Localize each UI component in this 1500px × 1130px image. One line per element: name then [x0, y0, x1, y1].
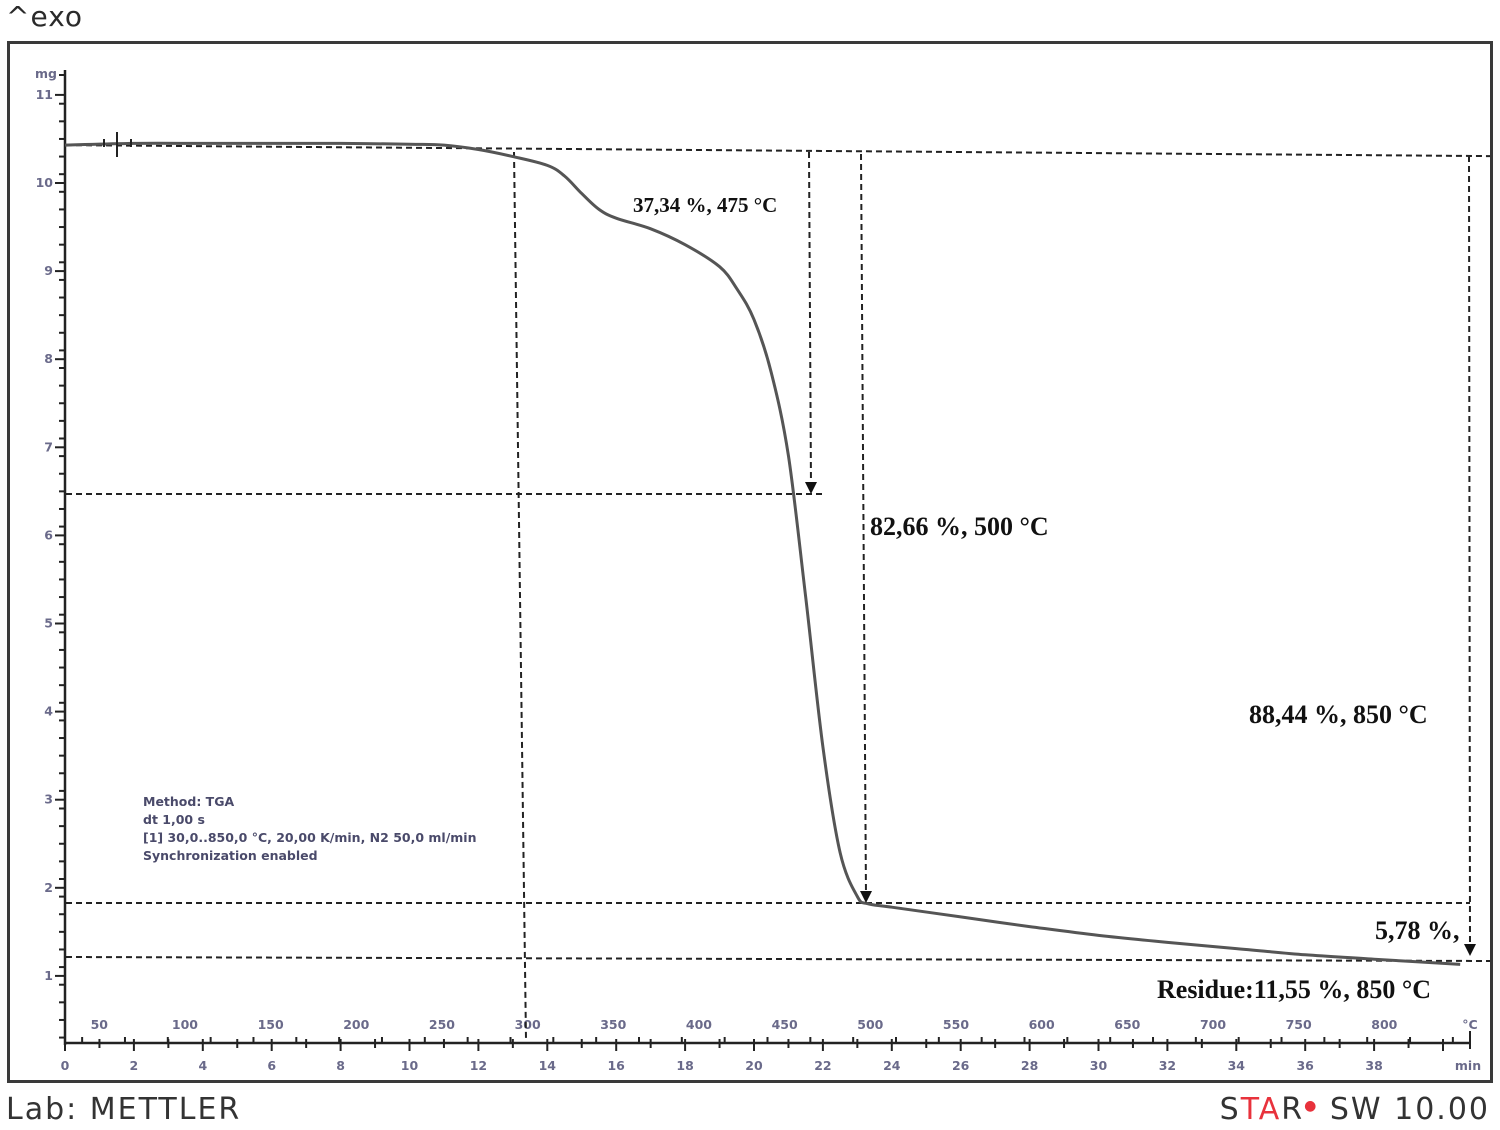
y-tick-label: 6: [44, 527, 53, 542]
x-min-tick-label: 14: [539, 1058, 557, 1073]
brand-r: R: [1281, 1092, 1305, 1127]
x-temp-tick-label: 800: [1371, 1017, 1397, 1032]
x-min-tick-label: 16: [607, 1058, 625, 1073]
y-tick-label: 2: [44, 880, 53, 895]
lab-label: Lab: METTLER: [6, 1092, 242, 1127]
brand-ta: TA: [1240, 1092, 1282, 1127]
x-min-tick-label: 36: [1296, 1058, 1314, 1073]
method-line: [1] 30,0..850,0 °C, 20,00 K/min, N2 50,0…: [143, 830, 477, 845]
y-tick-label: 4: [44, 704, 53, 719]
x-min-tick-label: 8: [336, 1058, 345, 1073]
y-tick-label: 10: [36, 175, 54, 190]
y-tick-label: 7: [44, 439, 53, 454]
x-temp-tick-label: 650: [1114, 1017, 1140, 1032]
x-min-tick-label: 38: [1365, 1058, 1382, 1073]
method-info: Method: TGA dt 1,00 s [1] 30,0..850,0 °C…: [143, 793, 476, 865]
x-temp-tick-label: 450: [772, 1017, 798, 1032]
annotation-residue: Residue:11,55 %, 850 °C: [1157, 975, 1432, 1004]
x-min-tick-label: 32: [1159, 1058, 1176, 1073]
x-temp-tick-label: 300: [515, 1017, 541, 1032]
x-temp-tick-label: 750: [1286, 1017, 1312, 1032]
x-temp-tick-label: 600: [1029, 1017, 1055, 1032]
x-min-tick-label: 26: [952, 1058, 970, 1073]
method-line: Method: TGA: [143, 794, 235, 809]
x-temp-tick-label: 400: [686, 1017, 712, 1032]
plot-frame: [7, 41, 1493, 1083]
x-min-tick-label: 18: [676, 1058, 693, 1073]
x-min-tick-label: 2: [130, 1058, 139, 1073]
tga-mass-line: [64, 141, 1461, 966]
x-min-tick-label: 10: [401, 1058, 419, 1073]
tga-curve: [64, 132, 1461, 966]
x-min-tick-label: 12: [470, 1058, 487, 1073]
annotation-step2: 82,66 %, 500 °C: [870, 512, 1049, 541]
brand-s: S: [1219, 1092, 1241, 1127]
x-temp-tick-label: 350: [600, 1017, 626, 1032]
annotation-step4: 5,78 %,: [1375, 916, 1460, 945]
method-line: dt 1,00 s: [143, 812, 205, 827]
brand-version: SW 10.00: [1318, 1092, 1490, 1127]
x-temp-tick-label: 500: [857, 1017, 883, 1032]
y-tick-label: 11: [36, 87, 53, 102]
y-tick-label: 5: [44, 616, 53, 631]
x-min-tick-label: 34: [1228, 1058, 1246, 1073]
arrow-down-icon: [860, 891, 872, 903]
x-min-tick-label: 30: [1090, 1058, 1108, 1073]
x-min-tick-label: 22: [814, 1058, 831, 1073]
x-min-tick-label: 0: [61, 1058, 70, 1073]
x-temp-tick-label: 200: [343, 1017, 369, 1032]
x-min-unit-label: min: [1455, 1058, 1481, 1073]
y-unit-label: mg: [35, 66, 57, 81]
exo-direction-label: ^exo: [6, 0, 84, 33]
x-min-tick-label: 24: [883, 1058, 901, 1073]
arrow-down-icon: [805, 482, 817, 494]
annotation-step1: 37,34 %, 475 °C: [633, 193, 778, 217]
x-min-tick-label: 4: [198, 1058, 207, 1073]
y-tick-label: 3: [44, 792, 53, 807]
x-temp-unit-label: °C: [1462, 1017, 1477, 1032]
reference-lines: [65, 144, 1491, 1041]
x-min-tick-label: 28: [1021, 1058, 1038, 1073]
x-min-tick-label: 20: [745, 1058, 763, 1073]
y-axis: 1 2 3 4 5 6 7 8 9 10 11 mg: [35, 66, 67, 1045]
registered-mark-icon: ●: [1304, 1098, 1319, 1114]
x-temp-tick-label: 50: [91, 1017, 109, 1032]
x-temp-tick-label: 150: [258, 1017, 284, 1032]
annotation-step3: 88,44 %, 850 °C: [1249, 700, 1428, 729]
x-temp-tick-label: 100: [172, 1017, 198, 1032]
x-temp-tick-label: 700: [1200, 1017, 1226, 1032]
method-line: Synchronization enabled: [143, 848, 318, 863]
step-arrows: [805, 482, 1476, 956]
y-tick-label: 1: [44, 968, 53, 983]
y-tick-label: 9: [44, 263, 53, 278]
y-tick-label: 8: [44, 351, 53, 366]
arrow-down-icon: [1464, 944, 1476, 956]
x-temp-tick-label: 550: [943, 1017, 969, 1032]
x-axis: 0 2 4 6 8 10 12 14 16 18 20 22 24 26 28 30 32 34 36 38 min50…: [61, 1017, 1481, 1073]
software-version: STAR● SW 10.00: [1220, 1092, 1490, 1127]
x-temp-tick-label: 250: [429, 1017, 455, 1032]
x-min-tick-label: 6: [267, 1058, 276, 1073]
